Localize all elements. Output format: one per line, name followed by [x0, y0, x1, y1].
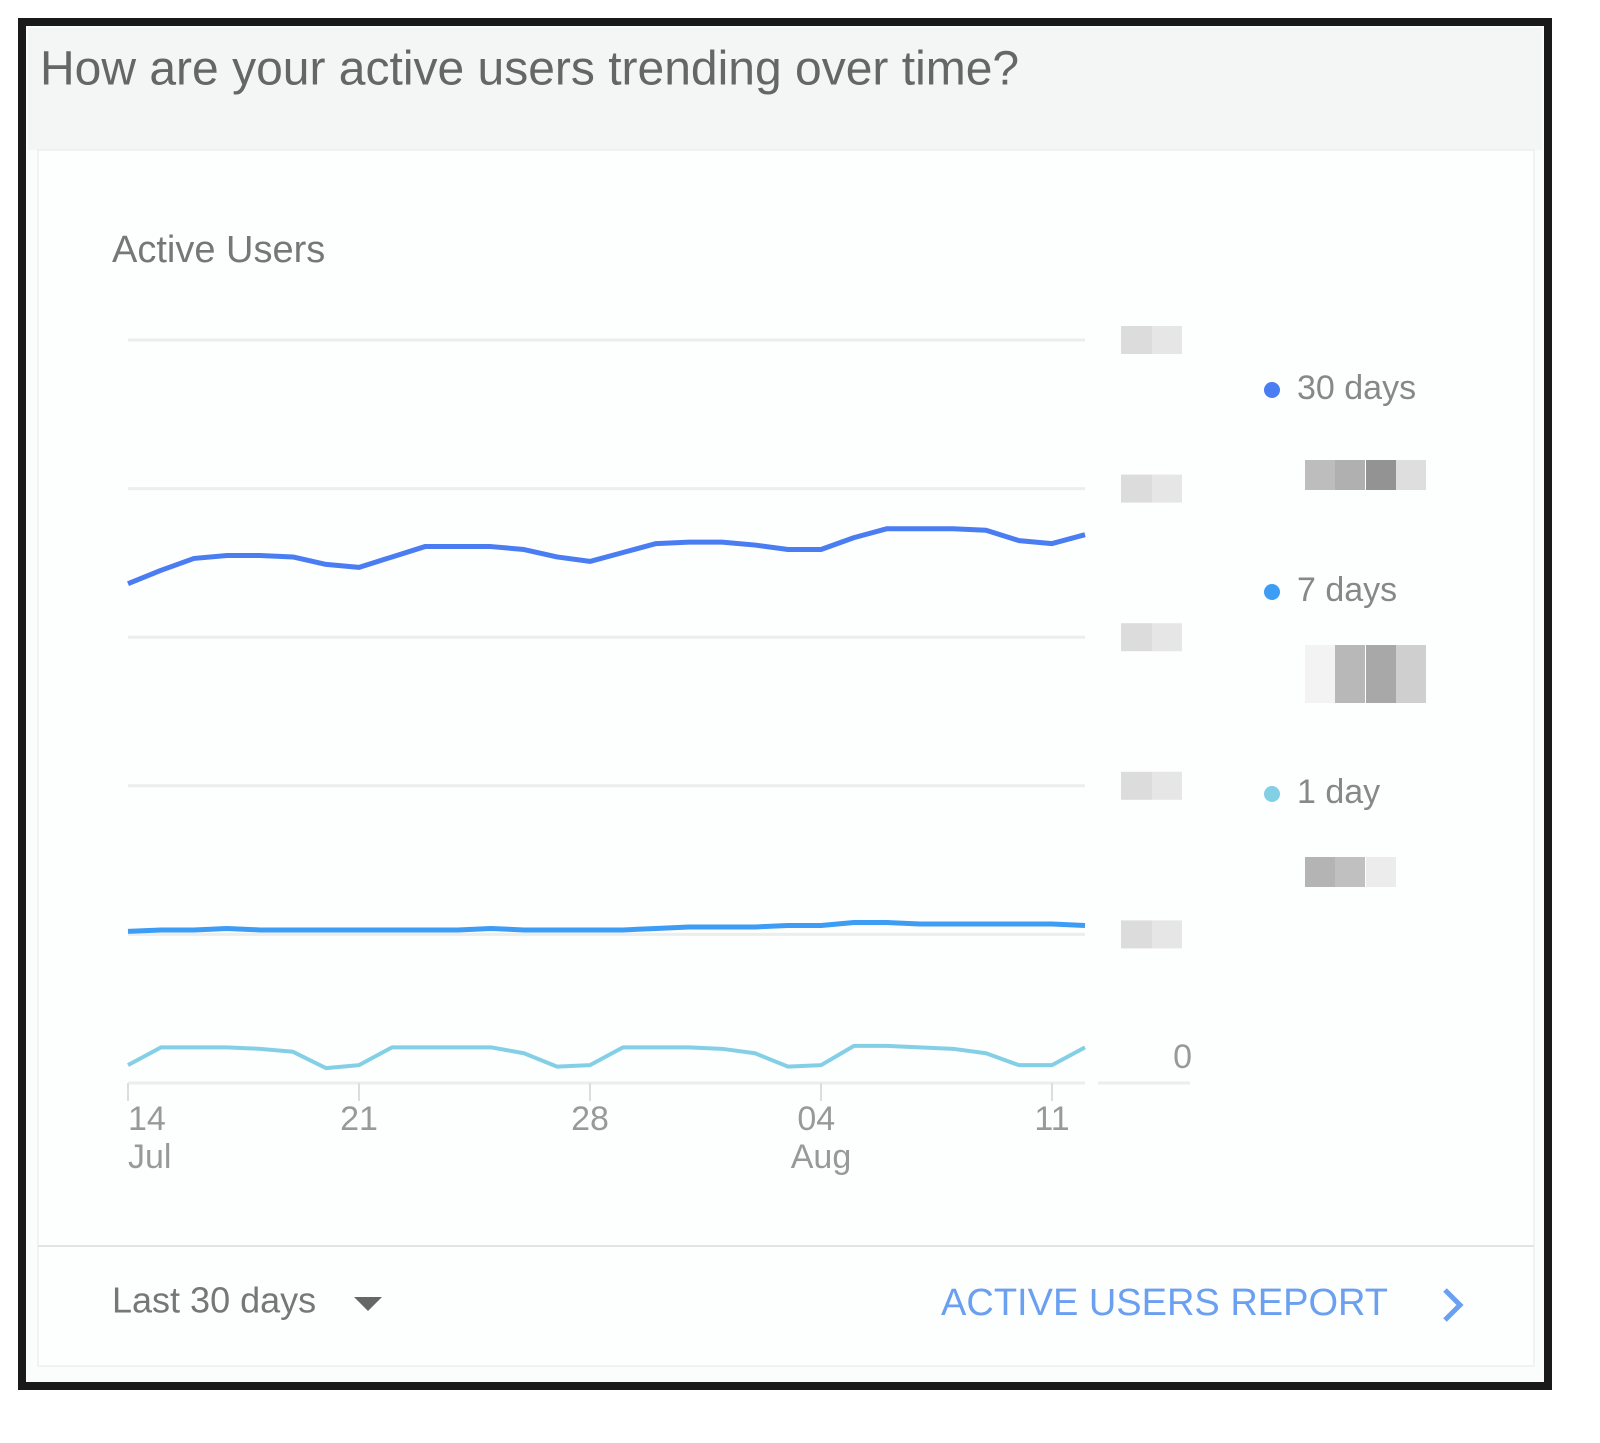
range-selector[interactable]: Last 30 days — [112, 1280, 316, 1321]
legend-dot — [1264, 786, 1280, 802]
chart-title: Active Users — [112, 229, 325, 271]
report-link[interactable]: ACTIVE USERS REPORT — [941, 1282, 1388, 1324]
blurred-tick-label — [1121, 771, 1152, 800]
blurred-legend-value — [1335, 645, 1365, 703]
legend-label: 30 days — [1297, 369, 1416, 407]
card — [37, 149, 1535, 1367]
blurred-tick-label — [1121, 474, 1152, 503]
series-line — [127, 526, 1086, 587]
blurred-tick-label — [1152, 623, 1182, 652]
x-tick-label: 14 Jul — [128, 1100, 175, 1176]
chevron[interactable] — [1443, 1288, 1464, 1322]
blurred-tick-label — [1152, 326, 1182, 354]
x-tick-label: 21 — [340, 1100, 378, 1138]
blurred-legend-value — [1366, 645, 1396, 703]
x-tick-label: 04 Aug — [791, 1100, 852, 1176]
dropdown-arrow[interactable] — [354, 1297, 382, 1311]
series-line — [127, 920, 1086, 934]
legend-label: 1 day — [1297, 773, 1380, 811]
legend-dot — [1264, 584, 1280, 600]
blurred-tick-label — [1121, 623, 1152, 652]
blurred-legend-value — [1305, 460, 1335, 490]
x-tick-label: 11 — [1034, 1100, 1069, 1138]
blurred-tick-label — [1121, 326, 1152, 354]
series-line — [127, 1043, 1086, 1071]
blurred-legend-value — [1335, 460, 1365, 490]
legend-label: 7 days — [1297, 571, 1397, 609]
blurred-legend-value — [1305, 857, 1335, 887]
page-title: How are your active users trending over … — [40, 43, 1019, 96]
blurred-tick-label — [1152, 771, 1182, 800]
blurred-tick-label — [1121, 920, 1152, 949]
chart: 0 14 Jul 21 28 04 Aug 11 30 days 7 days 1 day — [127, 326, 1426, 1176]
blurred-legend-value — [1366, 857, 1396, 887]
blurred-tick-label — [1152, 474, 1182, 503]
blurred-legend-value — [1366, 460, 1396, 490]
blurred-legend-value — [1396, 460, 1426, 490]
blurred-legend-value — [1396, 645, 1426, 703]
blurred-legend-value — [1305, 645, 1335, 703]
legend-dot — [1264, 382, 1280, 398]
x-tick-label: 28 — [571, 1100, 609, 1138]
y-tick-label: 0 — [1173, 1038, 1192, 1076]
header — [28, 28, 1542, 150]
blurred-legend-value — [1335, 857, 1365, 887]
blurred-tick-label — [1152, 920, 1182, 949]
